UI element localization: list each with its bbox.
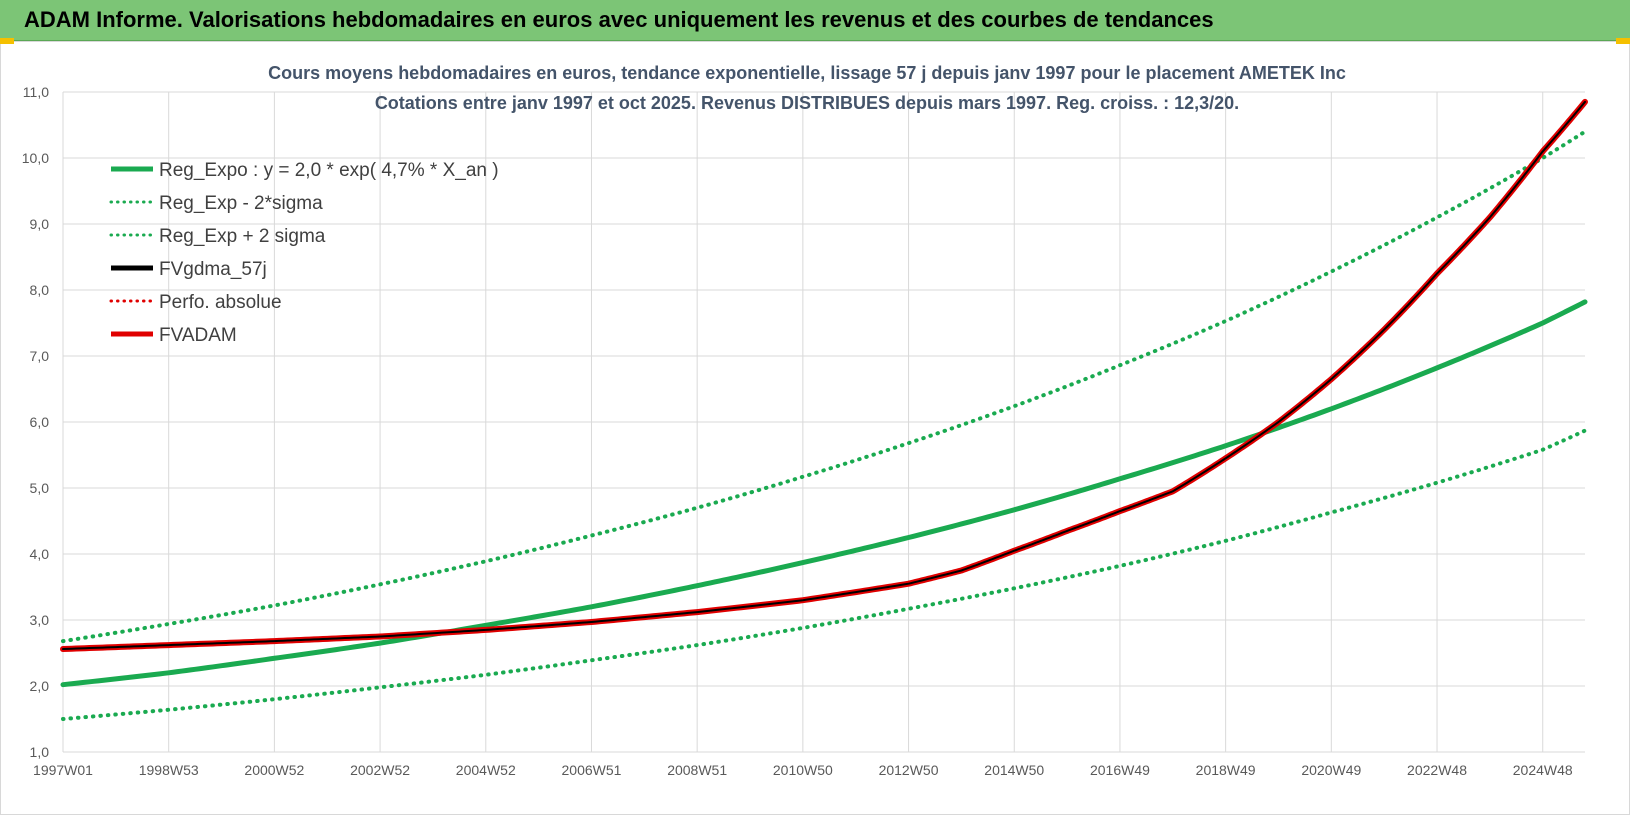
x-tick-label: 2016W49	[1090, 762, 1150, 778]
page-title: ADAM Informe. Valorisations hebdomadaire…	[24, 7, 1214, 32]
series-line-1	[61, 428, 1587, 721]
series-line-0	[60, 299, 1588, 688]
y-tick-label: 6,0	[30, 414, 50, 430]
x-tick-label: 1998W53	[139, 762, 199, 778]
legend-entry-1: Reg_Exp - 2*sigma	[159, 193, 323, 214]
x-tick-label: 2004W52	[456, 762, 516, 778]
y-tick-label: 1,0	[30, 744, 50, 760]
corner-marker-right	[1616, 38, 1630, 44]
x-tick-label: 2010W50	[773, 762, 833, 778]
series-line-3	[62, 100, 1586, 651]
chart-frame: 1,0 2,0 3,0 4,0 5,0 6,0 7,0 8,0 9,0 10,0 11,0 1997…	[0, 41, 1630, 815]
y-tick-label: 5,0	[30, 480, 50, 496]
series-line-4	[61, 99, 1587, 652]
legend-entry-5: FVADAM	[159, 325, 237, 346]
series-line-5	[60, 98, 1588, 653]
header-bar: ADAM Informe. Valorisations hebdomadaire…	[0, 0, 1630, 41]
legend: Reg_Expo : y = 2,0 * exp( 4,7% * X_an ) R…	[109, 160, 499, 346]
corner-marker-left	[0, 38, 14, 44]
x-tick-label: 1997W01	[33, 762, 93, 778]
x-tick-label: 2012W50	[879, 762, 939, 778]
y-tick-label: 9,0	[30, 216, 50, 232]
x-tick-label: 2002W52	[350, 762, 410, 778]
x-tick-label: 2006W51	[562, 762, 622, 778]
x-tick-label: 2020W49	[1301, 762, 1361, 778]
legend-entry-4: Perfo. absolue	[159, 292, 282, 313]
legend-entry-3: FVgdma_57j	[159, 259, 267, 280]
series-lines	[60, 98, 1588, 721]
chart-title-line-1: Cours moyens hebdomadaires en euros, ten…	[268, 63, 1346, 83]
grid-lines	[62, 91, 1585, 753]
x-tick-label: 2008W51	[667, 762, 727, 778]
x-tick-label: 2014W50	[984, 762, 1044, 778]
y-tick-label: 8,0	[30, 282, 50, 298]
x-tick-label: 2018W49	[1196, 762, 1256, 778]
legend-entry-0: Reg_Expo : y = 2,0 * exp( 4,7% * X_an )	[159, 160, 499, 181]
y-tick-label: 2,0	[30, 678, 50, 694]
x-tick-label: 2000W52	[244, 762, 304, 778]
series-line-2	[61, 129, 1587, 644]
chart-title-line-2: Cotations entre janv 1997 et oct 2025. R…	[375, 93, 1239, 113]
x-tick-label: 2022W48	[1407, 762, 1467, 778]
chart-title: Cours moyens hebdomadaires en euros, ten…	[268, 63, 1346, 113]
x-tick-label: 2024W48	[1513, 762, 1573, 778]
y-tick-label: 10,0	[22, 150, 49, 166]
y-tick-label: 11,0	[23, 84, 49, 100]
x-axis-tick-labels: 1997W01 1998W53 2000W52 2002W52 2004W52 2006W…	[33, 762, 1573, 778]
y-tick-label: 3,0	[30, 612, 50, 628]
line-chart: 1,0 2,0 3,0 4,0 5,0 6,0 7,0 8,0 9,0 10,0 11,0 1997…	[22, 63, 1588, 778]
y-tick-label: 4,0	[30, 546, 50, 562]
y-tick-label: 7,0	[30, 348, 50, 364]
y-axis-tick-labels: 1,0 2,0 3,0 4,0 5,0 6,0 7,0 8,0 9,0 10,0 11,0	[22, 84, 49, 760]
legend-entry-2: Reg_Exp + 2 sigma	[159, 226, 326, 247]
